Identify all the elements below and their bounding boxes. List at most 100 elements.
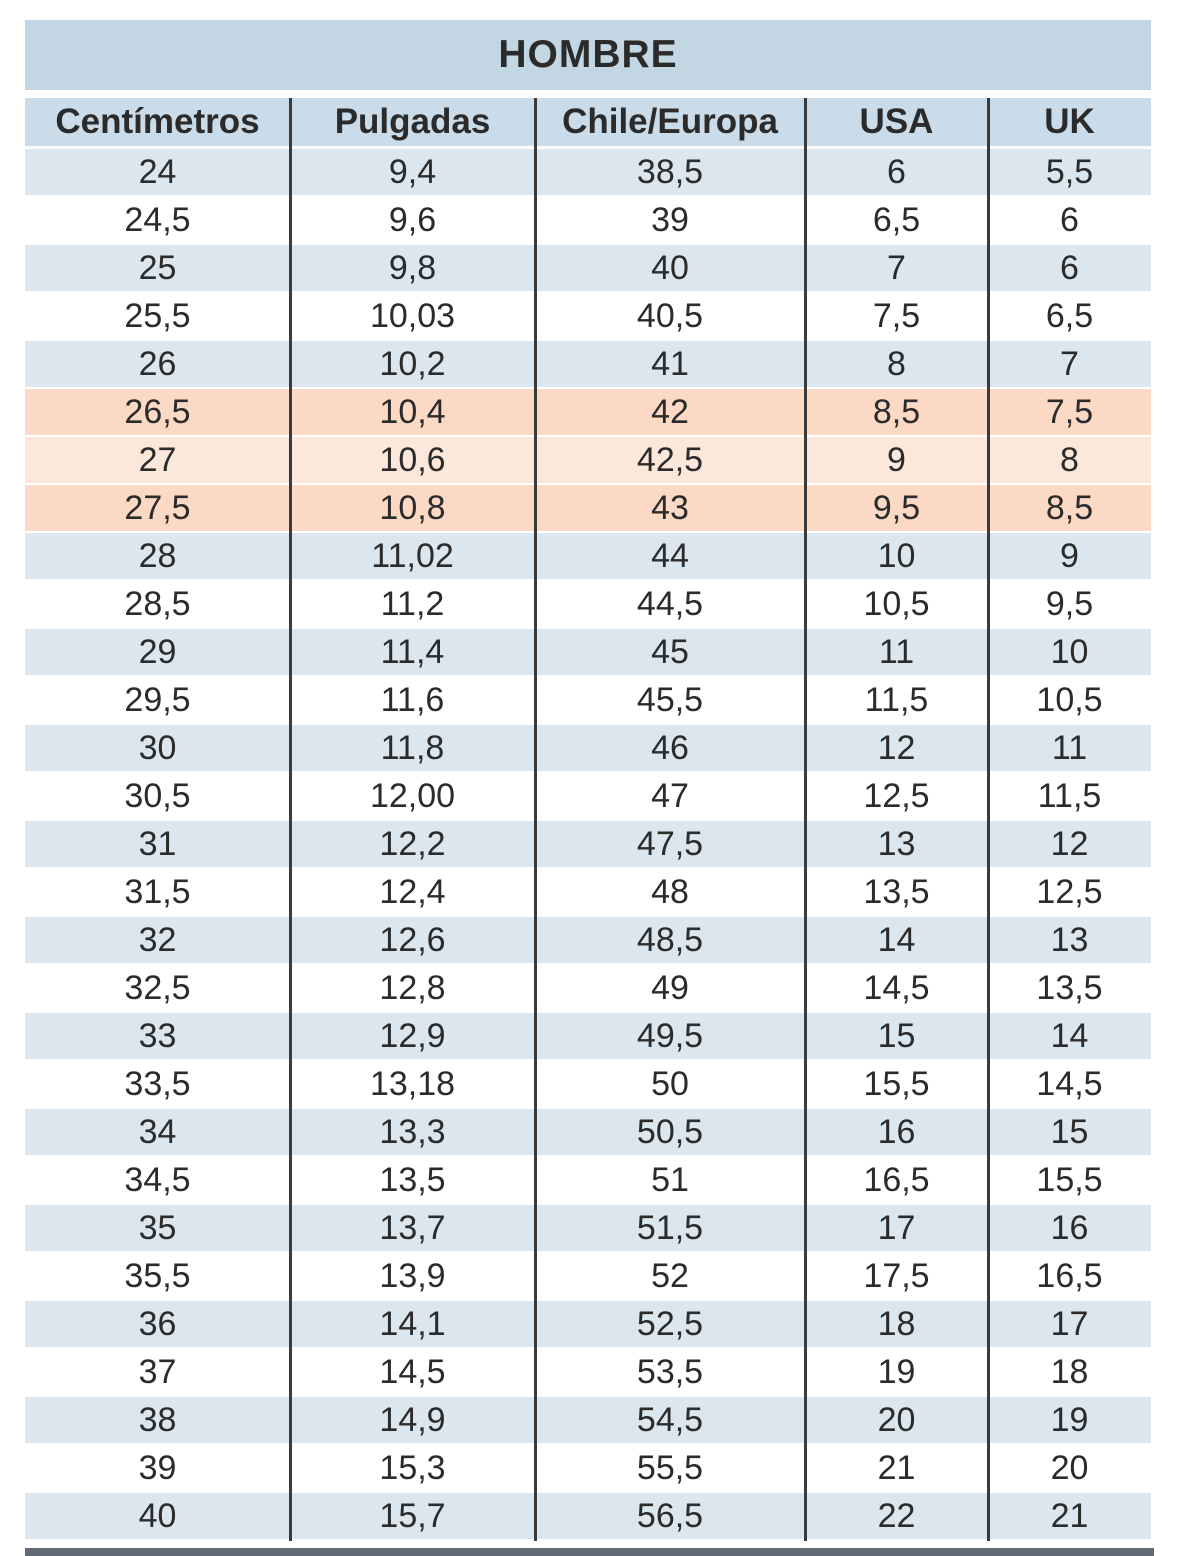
table-row: 29 11,4 45 11 10 (25, 629, 1151, 677)
table-cell: 12,5 (863, 777, 930, 815)
table-title: HOMBRE (25, 20, 1151, 90)
size-conversion-table: HOMBRE Centímetros Pulgadas Chile/Europa… (25, 20, 1151, 1541)
table-cell: 55,5 (636, 1449, 704, 1487)
table-cell: 40,5 (636, 297, 704, 335)
table-cell: 14 (1050, 1017, 1089, 1055)
table-cell: 27,5 (124, 489, 191, 527)
table-cell: 14 (877, 921, 916, 959)
table-row: 34,5 13,5 51 16,5 15,5 (25, 1157, 1151, 1205)
table-cell: 10,03 (369, 297, 456, 335)
table-row: 32 12,6 48,5 14 13 (25, 917, 1151, 965)
table-cell: 17 (1050, 1305, 1089, 1343)
table-cell: 27 (138, 441, 177, 479)
table-cell: 26 (138, 345, 177, 383)
table-cell: 43 (651, 489, 689, 527)
table-row: 25 9,8 40 7 6 (25, 245, 1151, 293)
column-header-usa: USA (859, 102, 934, 141)
table-cell: 11 (878, 633, 915, 671)
table-cell: 13,3 (379, 1113, 446, 1151)
table-row: 40 15,7 56,5 22 21 (25, 1493, 1151, 1541)
table-row: 24,5 9,6 39 6,5 6 (25, 197, 1151, 245)
table-cell: 18 (1050, 1353, 1089, 1391)
table-cell: 39 (138, 1449, 177, 1487)
table-cell: 35,5 (124, 1257, 191, 1295)
table-cell: 52,5 (636, 1305, 704, 1343)
table-cell: 10,5 (863, 585, 930, 623)
table-cell: 5,5 (1045, 153, 1094, 191)
table-cell: 24,5 (124, 201, 191, 239)
table-cell: 40 (138, 1497, 177, 1535)
table-cell: 15,5 (863, 1065, 930, 1103)
table-cell: 50,5 (636, 1113, 704, 1151)
table-cell: 12,5 (1036, 873, 1103, 911)
table-cell: 11,6 (380, 681, 445, 719)
table-cell: 11,4 (380, 633, 445, 671)
table-cell: 48,5 (636, 921, 704, 959)
table-row: 35,5 13,9 52 17,5 16,5 (25, 1253, 1151, 1301)
table-cell: 44,5 (636, 585, 704, 623)
table-cell: 49,5 (636, 1017, 704, 1055)
table-cell: 45 (651, 633, 689, 671)
table-cell: 31 (138, 825, 177, 863)
table-cell: 12,4 (379, 873, 446, 911)
table-cell: 16,5 (1036, 1257, 1103, 1295)
table-cell: 12 (1050, 825, 1089, 863)
table-cell: 13,5 (379, 1161, 446, 1199)
table-cell: 11,5 (1037, 777, 1102, 815)
table-cell: 10 (877, 537, 916, 575)
table-cell: 32,5 (124, 969, 191, 1007)
table-cell: 50 (651, 1065, 689, 1103)
table-cell: 9 (1060, 537, 1079, 575)
table-row: 25,5 10,03 40,5 7,5 6,5 (25, 293, 1151, 341)
table-cell: 12,00 (369, 777, 456, 815)
table-row: 32,5 12,8 49 14,5 13,5 (25, 965, 1151, 1013)
table-cell: 40 (651, 249, 689, 287)
table-row: 28,5 11,2 44,5 10,5 9,5 (25, 581, 1151, 629)
table-cell: 15,5 (1036, 1161, 1103, 1199)
column-divider (804, 98, 807, 1541)
table-cell: 15 (1050, 1113, 1089, 1151)
table-cell: 17,5 (863, 1257, 930, 1295)
table-cell: 53,5 (636, 1353, 704, 1391)
column-divider (987, 98, 990, 1541)
table-cell: 6 (1060, 201, 1079, 239)
column-header-pulgadas: Pulgadas (334, 102, 491, 141)
table-cell: 11,8 (380, 729, 445, 767)
table-cell: 6 (887, 153, 906, 191)
table-cell: 7 (1060, 345, 1079, 383)
table-row: 33 12,9 49,5 15 14 (25, 1013, 1151, 1061)
table-cell: 15 (877, 1017, 916, 1055)
table-cell: 12,8 (379, 969, 446, 1007)
table-cell: 19 (1050, 1401, 1089, 1439)
table-cell: 10,4 (379, 393, 446, 431)
table-row: 38 14,9 54,5 20 19 (25, 1397, 1151, 1445)
table-cell: 13,18 (369, 1065, 456, 1103)
table-cell: 14,1 (379, 1305, 446, 1343)
table-cell: 15,3 (379, 1449, 446, 1487)
table-cell: 54,5 (636, 1401, 704, 1439)
table-cell: 16 (1050, 1209, 1089, 1247)
column-header-centimetros: Centímetros (55, 102, 260, 141)
table-cell: 10,5 (1036, 681, 1103, 719)
table-cell: 12,9 (379, 1017, 446, 1055)
table-cell: 44 (651, 537, 689, 575)
table-cell: 29,5 (124, 681, 191, 719)
table-row: 33,5 13,18 50 15,5 14,5 (25, 1061, 1151, 1109)
table-cell: 9,4 (388, 153, 437, 191)
table-cell: 30,5 (124, 777, 191, 815)
table-cell: 16 (877, 1113, 916, 1151)
table-cell: 8 (1060, 441, 1079, 479)
table-cell: 28,5 (124, 585, 191, 623)
table-cell: 42 (651, 393, 689, 431)
table-cell: 10,8 (379, 489, 446, 527)
table-row: 26,5 10,4 42 8,5 7,5 (25, 389, 1151, 437)
table-row: 26 10,2 41 8 7 (25, 341, 1151, 389)
table-cell: 38 (138, 1401, 177, 1439)
table-cell: 9,6 (388, 201, 437, 239)
column-divider (534, 98, 537, 1541)
table-cell: 11,5 (864, 681, 929, 719)
table-cell: 12,2 (379, 825, 446, 863)
table-cell: 13,7 (379, 1209, 446, 1247)
table-row: 24 9,4 38,5 6 5,5 (25, 149, 1151, 197)
table-cell: 14,5 (1036, 1065, 1103, 1103)
